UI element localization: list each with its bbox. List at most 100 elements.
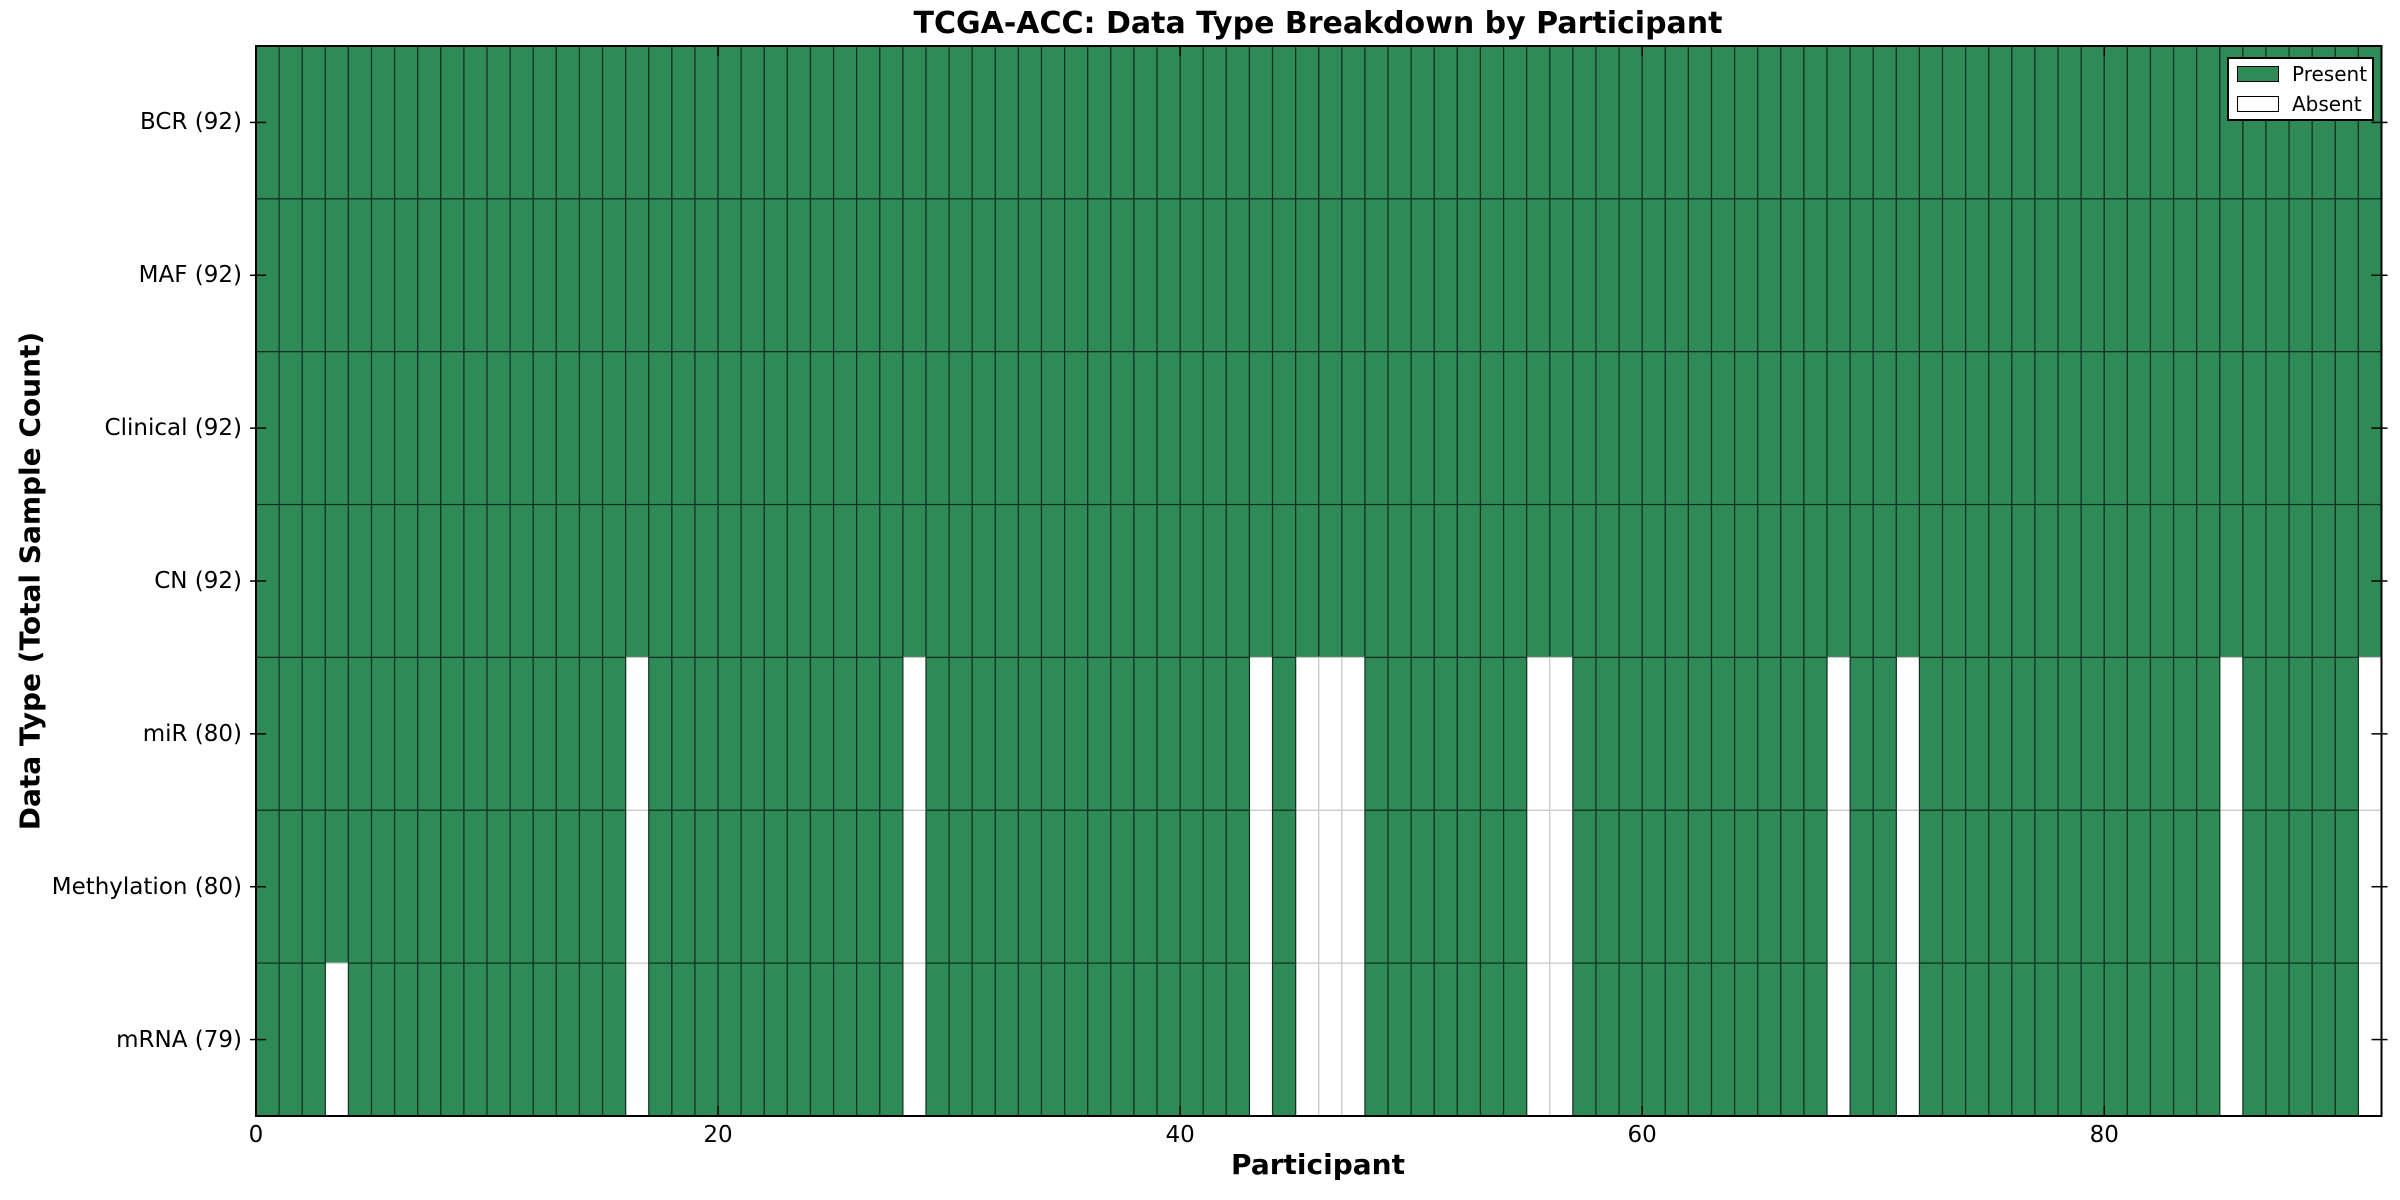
matrix-cell-present: [486, 656, 511, 811]
matrix-cell-present: [856, 809, 881, 964]
matrix-cell-present: [1364, 962, 1389, 1117]
matrix-cell-present: [671, 809, 696, 964]
matrix-cell-present: [1803, 809, 1828, 964]
matrix-cell-present: [694, 503, 719, 659]
matrix-cell-present: [763, 45, 788, 200]
matrix-cell-present: [1110, 351, 1135, 506]
matrix-cell-present: [2126, 656, 2152, 811]
matrix-cell-present: [2265, 656, 2290, 811]
matrix-cell-present: [1595, 809, 1620, 964]
matrix-cell-present: [1433, 503, 1458, 659]
y-tick-label: MAF (92): [138, 262, 242, 289]
matrix-cell-present: [1410, 503, 1435, 659]
matrix-cell-present: [601, 656, 627, 811]
matrix-cell-present: [1595, 45, 1620, 200]
matrix-cell-present: [1734, 45, 1759, 200]
matrix-cell-present: [1780, 198, 1805, 353]
matrix-cell-present: [486, 198, 511, 353]
matrix-cell-present: [2265, 503, 2290, 659]
matrix-cell-present: [2242, 656, 2267, 811]
matrix-cell-present: [1479, 45, 1505, 200]
matrix-cell-present: [301, 351, 326, 506]
legend-swatch-absent-icon: [2237, 96, 2279, 112]
matrix-cell-present: [509, 351, 534, 506]
matrix-cell-present: [1364, 45, 1389, 200]
matrix-cell-present: [1318, 351, 1343, 506]
matrix-cell-present: [1641, 198, 1666, 353]
matrix-cell-present: [1687, 503, 1713, 659]
matrix-cell-present: [2034, 45, 2059, 200]
matrix-cell-present: [1502, 809, 1528, 964]
matrix-cell-present: [2103, 503, 2128, 659]
x-tick-label: 80: [2089, 1122, 2119, 1148]
matrix-cell-present: [2196, 962, 2221, 1117]
matrix-cell-present: [394, 656, 419, 811]
matrix-cell-present: [671, 503, 696, 659]
legend-item-absent: Absent: [2229, 89, 2372, 119]
matrix-cell-present: [1734, 351, 1759, 506]
matrix-cell-present: [2034, 503, 2059, 659]
matrix-cell-present: [625, 503, 650, 659]
matrix-cell-present: [694, 351, 719, 506]
matrix-cell-present: [1572, 809, 1597, 964]
matrix-cell-present: [1710, 962, 1736, 1117]
matrix-cell-present: [1526, 503, 1551, 659]
matrix-cell-present: [763, 809, 788, 964]
matrix-cell-present: [1918, 962, 1944, 1117]
matrix-cell-present: [994, 45, 1020, 200]
matrix-cell-present: [555, 962, 581, 1117]
matrix-cell-present: [856, 962, 881, 1117]
matrix-cell-present: [1941, 198, 1967, 353]
matrix-cell-present: [948, 809, 973, 964]
matrix-cell-present: [2334, 198, 2359, 353]
matrix-cell-present: [1803, 45, 1828, 200]
matrix-cell-present: [1202, 656, 1227, 811]
matrix-cell-present: [1641, 351, 1666, 506]
matrix-cell-absent: [1826, 962, 1851, 1117]
matrix-cell-present: [532, 198, 557, 353]
matrix-cell-present: [1295, 198, 1320, 353]
matrix-cell-present: [948, 962, 973, 1117]
matrix-cell-absent: [1318, 656, 1343, 811]
matrix-cell-present: [1248, 45, 1274, 200]
matrix-cell-present: [347, 656, 373, 811]
matrix-cell-present: [856, 503, 881, 659]
matrix-cell-present: [578, 656, 604, 811]
matrix-cell-present: [740, 962, 765, 1117]
matrix-cell-present: [717, 503, 742, 659]
matrix-cell-present: [1687, 809, 1713, 964]
matrix-cell-present: [1941, 962, 1967, 1117]
matrix-cell-present: [902, 503, 927, 659]
matrix-cell-present: [2011, 351, 2036, 506]
matrix-cell-present: [1179, 198, 1204, 353]
matrix-cell-present: [763, 198, 788, 353]
matrix-cell-present: [1710, 656, 1736, 811]
matrix-cell-present: [1456, 198, 1482, 353]
matrix-cell-present: [1849, 656, 1874, 811]
matrix-cell-present: [717, 45, 742, 200]
matrix-cell-present: [555, 198, 581, 353]
matrix-cell-present: [1179, 809, 1204, 964]
matrix-cell-present: [1318, 503, 1343, 659]
matrix-cell-present: [994, 351, 1020, 506]
matrix-cell-present: [2103, 45, 2128, 200]
x-tick-label: 20: [703, 1122, 733, 1148]
matrix-cell-present: [1295, 45, 1320, 200]
matrix-cell-present: [1040, 503, 1066, 659]
matrix-cell-present: [1341, 45, 1366, 200]
matrix-cell-present: [1757, 962, 1782, 1117]
matrix-cell-present: [370, 656, 396, 811]
matrix-cell-present: [948, 198, 973, 353]
matrix-cell-present: [463, 962, 488, 1117]
matrix-cell-absent: [1526, 962, 1551, 1117]
matrix-cell-present: [1479, 809, 1505, 964]
matrix-cell-present: [1872, 809, 1897, 964]
matrix-cell-present: [2288, 351, 2313, 506]
matrix-cell-present: [1433, 656, 1458, 811]
matrix-cell-present: [2057, 962, 2082, 1117]
matrix-cell-present: [832, 45, 858, 200]
matrix-cell-present: [509, 656, 534, 811]
matrix-cell-present: [2196, 503, 2221, 659]
matrix-cell-present: [2103, 198, 2128, 353]
matrix-cell-present: [1110, 962, 1135, 1117]
